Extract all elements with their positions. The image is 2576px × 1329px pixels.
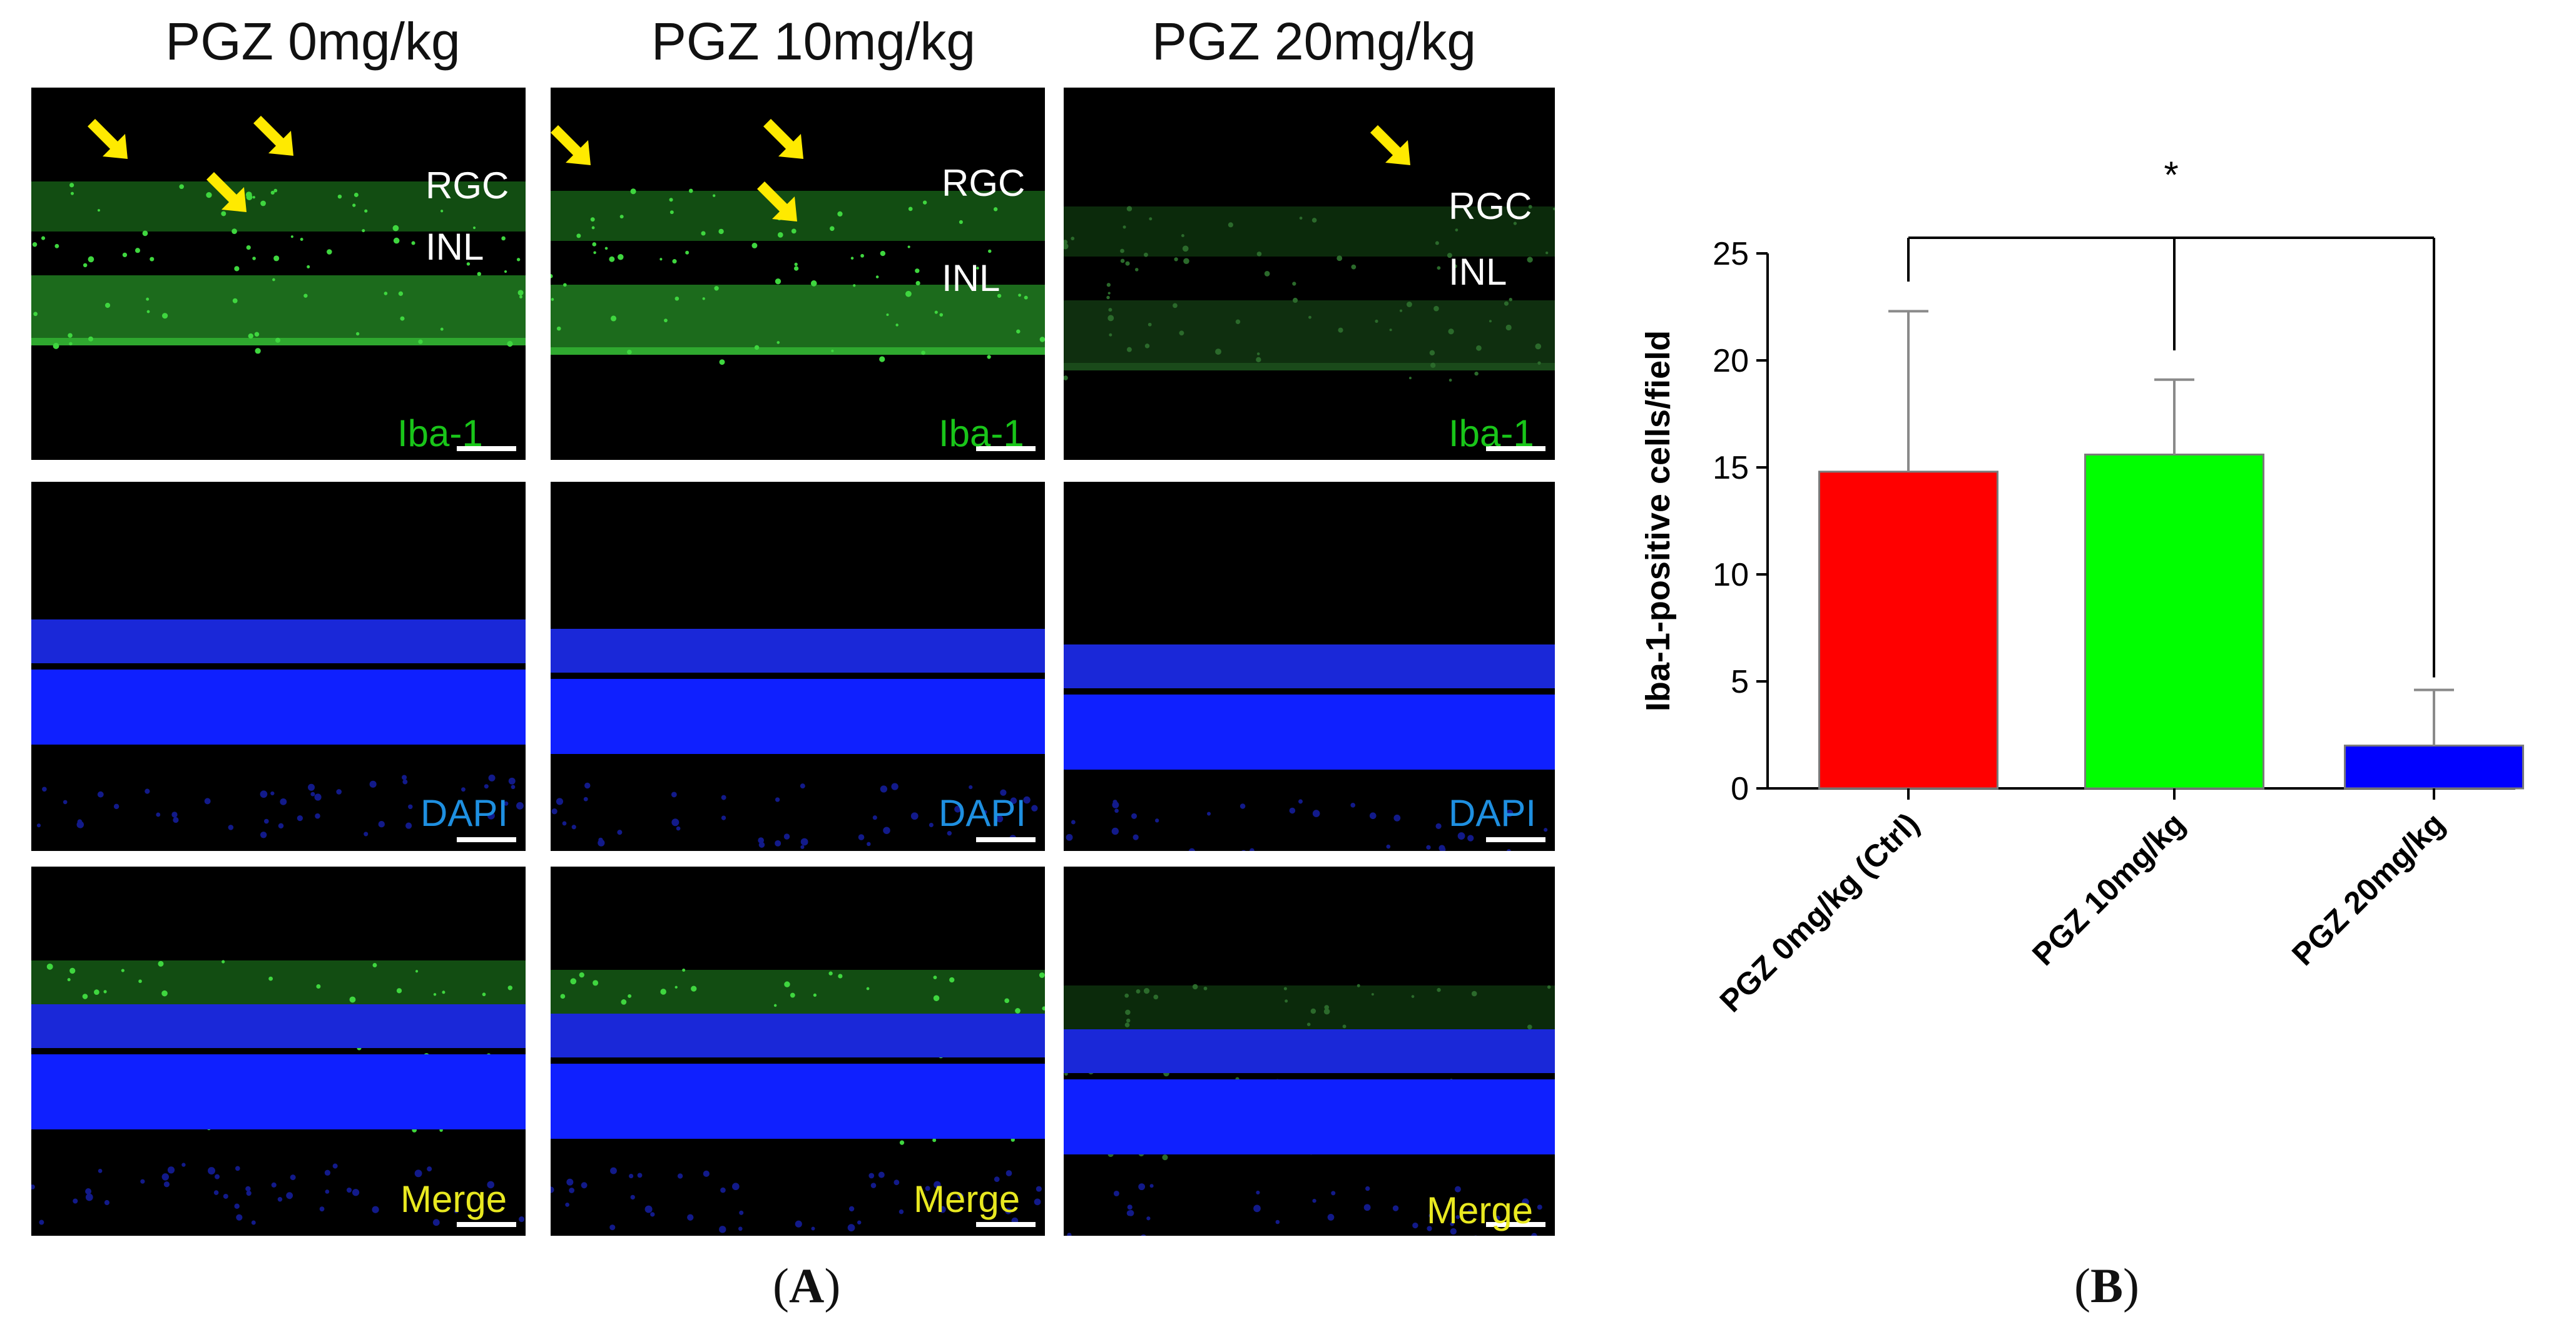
stain-label-merge-col1: Merge bbox=[914, 1178, 1021, 1220]
stain-label-dapi-col1: DAPI bbox=[939, 792, 1027, 834]
rgc-label-col2: RGC bbox=[1448, 185, 1532, 227]
micrograph-iba1-col2 bbox=[1064, 88, 1555, 460]
micrograph-dapi-col1 bbox=[551, 482, 1045, 851]
scale-bar bbox=[976, 1222, 1036, 1227]
scale-bar bbox=[457, 837, 516, 842]
arrow-icon bbox=[206, 172, 247, 212]
stain-label-dapi-col0: DAPI bbox=[420, 792, 509, 834]
bar bbox=[2344, 745, 2524, 790]
micrograph-dapi-col0 bbox=[31, 482, 526, 851]
arrow-icon bbox=[763, 119, 803, 159]
scale-bar bbox=[976, 446, 1036, 451]
scale-bar bbox=[1486, 1222, 1545, 1227]
column-title-2: PGZ 20mg/kg bbox=[1151, 12, 1477, 71]
inl-label-col1: INL bbox=[942, 257, 1000, 299]
arrow-icon bbox=[757, 181, 797, 222]
scale-bar bbox=[1486, 446, 1545, 451]
figure-label-a: (A) bbox=[773, 1258, 841, 1313]
y-tick-label: 25 bbox=[1713, 236, 1749, 272]
y-tick-label: 10 bbox=[1713, 557, 1749, 593]
y-tick-label: 15 bbox=[1713, 450, 1749, 486]
rgc-label-col0: RGC bbox=[425, 165, 509, 206]
scale-bar bbox=[457, 446, 516, 451]
column-title-1: PGZ 10mg/kg bbox=[651, 12, 976, 71]
column-title-0: PGZ 0mg/kg bbox=[165, 12, 461, 71]
micrograph-dapi-col2 bbox=[1064, 482, 1555, 851]
stain-label-merge-col0: Merge bbox=[400, 1178, 507, 1220]
x-tick-label: PGZ 0mg/kg (Ctrl) bbox=[1713, 806, 1926, 1019]
scale-bar bbox=[976, 837, 1036, 842]
y-tick-label: 0 bbox=[1731, 771, 1749, 807]
micrograph-merge-col0 bbox=[31, 867, 526, 1236]
stain-label-iba1-col0: Iba-1 bbox=[397, 412, 483, 454]
stain-label-iba1-col1: Iba-1 bbox=[939, 412, 1024, 454]
y-tick-label: 20 bbox=[1713, 343, 1749, 379]
y-tick-label: 5 bbox=[1731, 664, 1749, 700]
stain-label-merge-col2: Merge bbox=[1427, 1189, 1534, 1231]
bar bbox=[2084, 453, 2264, 790]
arrow-icon bbox=[253, 116, 293, 156]
stain-label-dapi-col2: DAPI bbox=[1448, 792, 1537, 834]
inl-label-col0: INL bbox=[425, 226, 484, 268]
scale-bar bbox=[457, 1222, 516, 1227]
bar-chart: 0 5 10 15 20 25 Iba-1-positive cells/field PGZ … bbox=[1639, 154, 2524, 1019]
significance-star: * bbox=[2164, 154, 2178, 196]
micrograph-iba1-col1 bbox=[551, 88, 1045, 460]
figure-label-b: (B) bbox=[2074, 1258, 2139, 1313]
inl-label-col2: INL bbox=[1448, 251, 1507, 293]
scale-bar bbox=[1486, 837, 1545, 842]
stain-label-iba1-col2: Iba-1 bbox=[1448, 412, 1534, 454]
x-tick-label: PGZ 10mg/kg bbox=[2025, 806, 2192, 972]
micrograph-merge-col1 bbox=[551, 867, 1045, 1236]
rgc-label-col1: RGC bbox=[942, 162, 1026, 204]
micrograph-merge-col2 bbox=[1064, 867, 1555, 1236]
y-axis-label: Iba-1-positive cells/field bbox=[1639, 330, 1677, 711]
arrow-icon bbox=[88, 119, 128, 159]
x-tick-label: PGZ 20mg/kg bbox=[2285, 806, 2451, 972]
arrow-icon bbox=[551, 125, 591, 165]
arrow-icon bbox=[1370, 125, 1410, 165]
bar bbox=[1818, 471, 1998, 790]
